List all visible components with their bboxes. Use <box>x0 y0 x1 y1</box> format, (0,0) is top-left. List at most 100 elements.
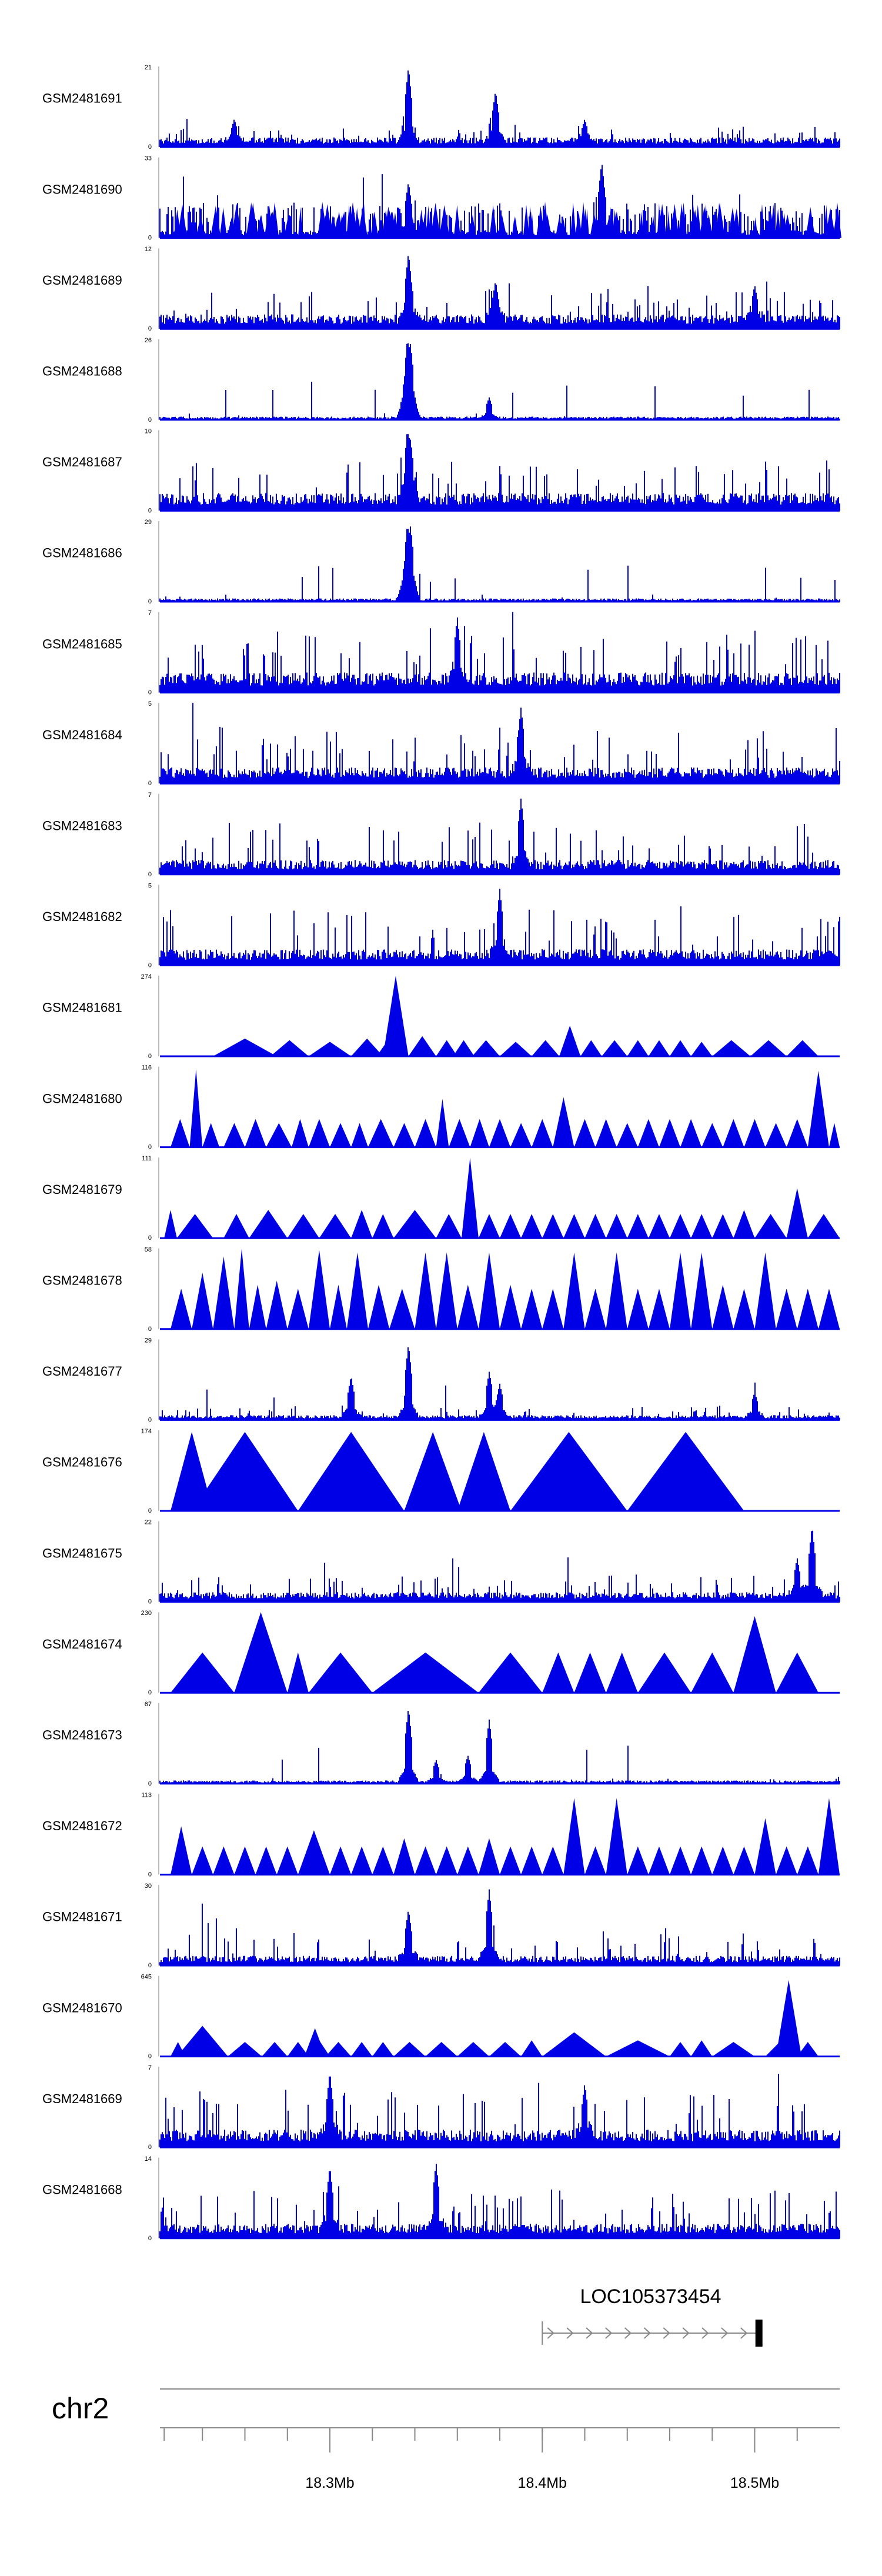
track-ymin: 0 <box>148 2053 152 2060</box>
gene-strand-chevron <box>624 2327 632 2339</box>
signal-triangle <box>270 1040 309 1056</box>
track-label: GSM2481679 <box>42 1182 122 1197</box>
signal-triangle <box>574 1652 606 1693</box>
signal-triangle <box>436 1040 457 1056</box>
signal-triangle <box>372 1214 394 1239</box>
signal-triangle <box>415 1846 436 1875</box>
signal-triangle <box>287 1289 309 1329</box>
signal-triangle <box>489 1119 511 1147</box>
signal-triangle <box>202 1123 220 1147</box>
gene-strand-chevron <box>721 2327 729 2339</box>
signal-triangle <box>750 1040 787 1056</box>
signal-triangle <box>563 1798 585 1875</box>
signal-triangle <box>491 213 497 238</box>
track-signal <box>171 1612 818 1693</box>
track-ymin: 0 <box>148 325 152 332</box>
signal-triangle <box>648 1040 670 1056</box>
signal-triangle <box>497 215 507 238</box>
signal-triangle <box>797 1289 818 1329</box>
track-ymin: 0 <box>148 2144 152 2151</box>
signal-triangle <box>691 1846 713 1875</box>
track-signal <box>159 612 840 693</box>
signal-triangle <box>171 1289 192 1329</box>
track-GSM2481678: GSM2481678 58 0 <box>42 1246 840 1333</box>
signal-triangle <box>776 1980 801 2057</box>
signal-triangle <box>523 205 530 238</box>
signal-triangle <box>521 1214 543 1239</box>
axis-tick-label: 18.5Mb <box>730 2475 779 2491</box>
signal-triangle <box>351 1210 373 1239</box>
signal-triangle <box>226 216 237 238</box>
signal-triangle <box>319 1214 352 1239</box>
track-ymax: 10 <box>145 428 152 435</box>
signal-triangle <box>287 1214 319 1239</box>
signal-triangle <box>786 1119 808 1147</box>
signal-bars <box>159 798 840 875</box>
signal-triangle <box>258 215 265 238</box>
signal-triangle <box>298 206 303 238</box>
signal-triangle <box>192 1432 298 1511</box>
signal-triangle <box>574 211 583 238</box>
signal-triangle <box>283 216 293 238</box>
gene-strand-chevron <box>586 2327 593 2339</box>
signal-triangle <box>532 1040 560 1056</box>
track-ymin: 0 <box>148 507 152 514</box>
signal-triangle <box>255 1846 277 1875</box>
track-signal <box>159 889 840 966</box>
signal-triangle <box>776 1652 818 1693</box>
signal-bars <box>159 70 840 147</box>
track-GSM2481691: GSM2481691 21 0 <box>42 64 840 151</box>
signal-triangle <box>192 1846 213 1875</box>
track-GSM2481676: GSM2481676 174 0 <box>42 1428 840 1514</box>
signal-triangle <box>691 1214 713 1239</box>
signal-triangle <box>637 1652 691 1693</box>
track-signal <box>159 526 840 602</box>
signal-triangle <box>639 211 644 238</box>
signal-bars <box>159 1711 840 1784</box>
signal-triangle <box>223 1123 245 1147</box>
track-label: GSM2481676 <box>42 1455 122 1470</box>
signal-triangle <box>563 1252 585 1329</box>
track-signal <box>164 1157 840 1239</box>
track-ymax: 174 <box>141 1428 152 1435</box>
track-signal <box>159 434 840 511</box>
gene-track: LOC105373454 <box>542 2285 763 2347</box>
signal-triangle <box>670 1040 691 1056</box>
signal-triangle <box>348 202 358 238</box>
signal-triangle <box>670 1846 691 1875</box>
genome-axis: chr2 18.3Mb 18.4Mb 18.5Mb <box>52 2388 840 2491</box>
track-signal <box>159 1347 840 1420</box>
signal-triangle <box>489 2041 522 2057</box>
signal-triangle <box>521 2040 543 2057</box>
signal-triangle <box>457 1846 479 1875</box>
signal-triangle <box>346 1252 369 1329</box>
track-ymin: 0 <box>148 1599 152 1606</box>
track-GSM2481671: GSM2481671 30 0 <box>42 1883 840 1969</box>
track-ymax: 29 <box>145 1337 152 1344</box>
signal-triangle <box>407 216 415 238</box>
signal-bars <box>159 2164 840 2238</box>
signal-triangle <box>276 1846 298 1875</box>
track-GSM2481673: GSM2481673 67 0 <box>42 1701 840 1787</box>
signal-triangle <box>602 1040 627 1056</box>
signal-triangle <box>616 1123 638 1147</box>
signal-triangle <box>776 1289 797 1329</box>
signal-triangle <box>521 1846 543 1875</box>
track-ymax: 67 <box>145 1701 152 1708</box>
track-ymax: 7 <box>148 610 152 617</box>
track-ymin: 0 <box>148 144 152 151</box>
signal-triangle <box>245 1119 266 1147</box>
track-ymin: 0 <box>148 1234 152 1242</box>
signal-triangle <box>590 213 599 238</box>
signal-triangle <box>246 202 256 238</box>
signal-triangle <box>500 1042 532 1056</box>
signal-triangle <box>478 1252 500 1329</box>
signal-triangle <box>733 1289 755 1329</box>
track-GSM2481668: GSM2481668 14 0 <box>42 2155 840 2242</box>
signal-triangle <box>648 1289 670 1329</box>
track-ymax: 230 <box>141 1610 152 1617</box>
signal-triangle <box>776 1846 797 1875</box>
signal-triangle <box>818 1798 840 1875</box>
gene-strand-chevron <box>701 2327 709 2339</box>
track-signal <box>171 1980 818 2057</box>
